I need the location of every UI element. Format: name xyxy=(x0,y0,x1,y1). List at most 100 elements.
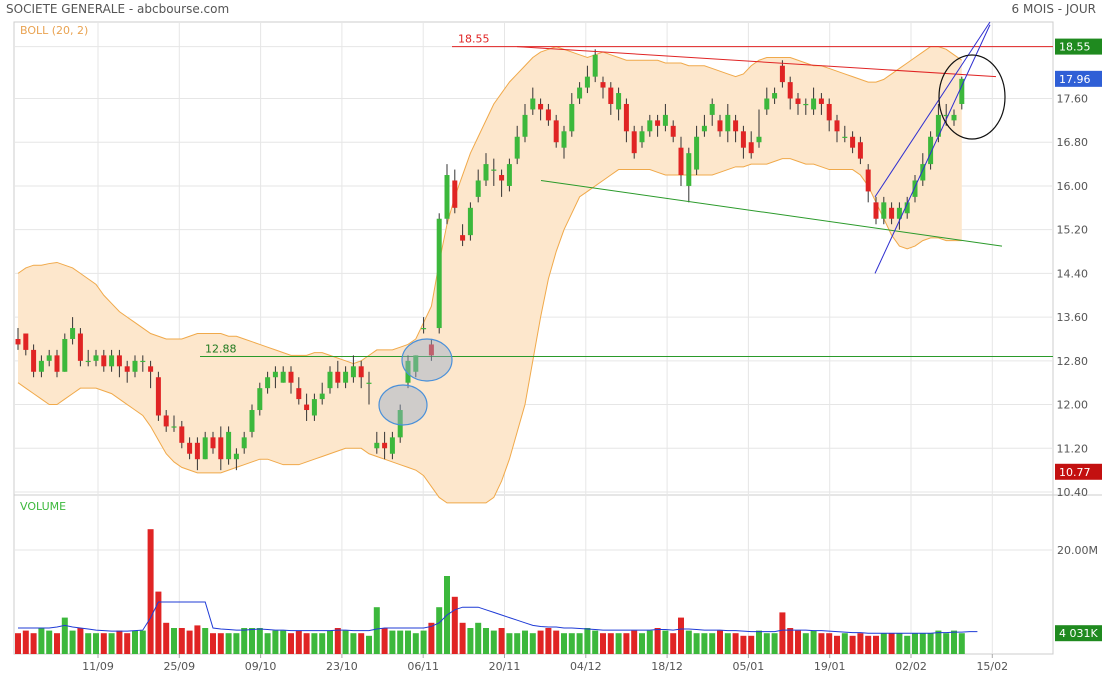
candle-body xyxy=(23,333,29,350)
volume-bar xyxy=(857,633,864,654)
candle-body xyxy=(865,169,871,192)
candle-body xyxy=(694,136,700,170)
volume-bar xyxy=(693,633,700,654)
candle-body xyxy=(257,388,263,411)
candle-body xyxy=(101,355,107,367)
candle-body xyxy=(46,355,52,361)
candle-body xyxy=(179,426,185,443)
volume-bar xyxy=(935,630,942,654)
price-high-label-bg xyxy=(1055,38,1102,55)
candle-body xyxy=(218,437,224,460)
candle-body xyxy=(436,218,442,329)
volume-bar xyxy=(171,628,177,654)
candle-body xyxy=(772,93,778,99)
volume-bar xyxy=(249,628,255,654)
volume-bar xyxy=(405,630,411,654)
candle-body xyxy=(148,366,154,372)
volume-bar xyxy=(459,622,466,654)
volume-bar xyxy=(46,630,53,654)
volume-bar xyxy=(818,633,825,654)
falling-resistance-line xyxy=(516,46,997,78)
candle-body xyxy=(834,120,840,132)
candle-body xyxy=(577,87,583,99)
volume-bar xyxy=(311,633,318,654)
y-tick-label: 11.20 xyxy=(1057,442,1089,455)
candle-body xyxy=(194,442,200,460)
candle-body xyxy=(272,371,278,378)
candle-body xyxy=(616,93,622,110)
volume-bar xyxy=(373,607,380,654)
y-tick-label: 12.80 xyxy=(1057,355,1089,368)
volume-bar xyxy=(225,633,232,654)
candle-body xyxy=(265,377,271,389)
volume-bar xyxy=(85,633,92,654)
volume-bar xyxy=(15,633,21,654)
volume-bar xyxy=(756,630,762,654)
volume-bar xyxy=(69,630,76,654)
volume-bar xyxy=(397,630,404,654)
volume-bar xyxy=(61,617,68,654)
volume-bar xyxy=(763,633,770,654)
volume-bar xyxy=(740,635,747,654)
candle-body xyxy=(382,442,388,449)
y-tick-label: 12.00 xyxy=(1057,399,1089,412)
candle-body xyxy=(639,131,645,143)
candle-body xyxy=(818,98,824,104)
x-tick-label: 19/01 xyxy=(814,660,846,673)
volume-bar xyxy=(639,633,645,654)
candle-body xyxy=(647,120,653,132)
volume-bar xyxy=(514,633,521,654)
volume-bar xyxy=(623,633,630,654)
candle-body xyxy=(343,371,349,383)
x-tick-label: 06/11 xyxy=(407,660,439,673)
candle-body xyxy=(210,437,216,449)
x-tick-label: 02/02 xyxy=(895,660,927,673)
volume-bar xyxy=(584,628,591,654)
indicator-label: BOLL (20, 2) xyxy=(20,24,88,37)
candle-body xyxy=(475,180,481,197)
candle-body xyxy=(717,120,723,132)
candle-body xyxy=(959,78,965,104)
candle-body xyxy=(889,207,895,219)
candle-body xyxy=(467,207,473,236)
volume-bar xyxy=(358,633,365,654)
candle-body xyxy=(366,382,372,384)
candle-body xyxy=(686,153,692,186)
volume-bar xyxy=(709,633,716,654)
volume-bar xyxy=(912,633,918,654)
candle-body xyxy=(319,393,325,400)
candle-body xyxy=(678,147,684,176)
channel-upper-line xyxy=(874,21,991,198)
volume-bar xyxy=(264,633,271,654)
volume-bar xyxy=(779,612,786,654)
candle-body xyxy=(327,371,333,389)
candle-body xyxy=(662,114,668,126)
volume-bar xyxy=(233,633,240,654)
volume-last-bg xyxy=(1055,625,1102,642)
volume-bar xyxy=(210,633,216,654)
x-tick-label: 25/09 xyxy=(163,660,195,673)
volume-bar xyxy=(927,633,934,654)
volume-bar xyxy=(670,633,677,654)
y-tick-label: 14.40 xyxy=(1057,267,1089,280)
volume-bar xyxy=(366,635,372,654)
candle-body xyxy=(928,136,934,165)
volume-bar xyxy=(600,633,606,654)
channel-lower-line xyxy=(874,24,991,274)
volume-bar xyxy=(54,633,60,654)
candle-body xyxy=(15,338,21,345)
candle-body xyxy=(132,360,138,372)
volume-bar xyxy=(958,633,965,654)
candle-body xyxy=(514,136,520,159)
x-tick-label: 18/12 xyxy=(651,660,683,673)
candle-body xyxy=(350,366,356,378)
volume-bar xyxy=(896,633,903,654)
candle-body xyxy=(491,169,497,171)
candle-body xyxy=(811,98,817,110)
volume-bar xyxy=(904,635,911,654)
x-tick-label: 11/09 xyxy=(82,660,114,673)
candle-body xyxy=(483,164,489,181)
x-tick-label: 23/10 xyxy=(326,660,358,673)
volume-bar xyxy=(654,628,661,654)
candle-body xyxy=(124,366,130,372)
